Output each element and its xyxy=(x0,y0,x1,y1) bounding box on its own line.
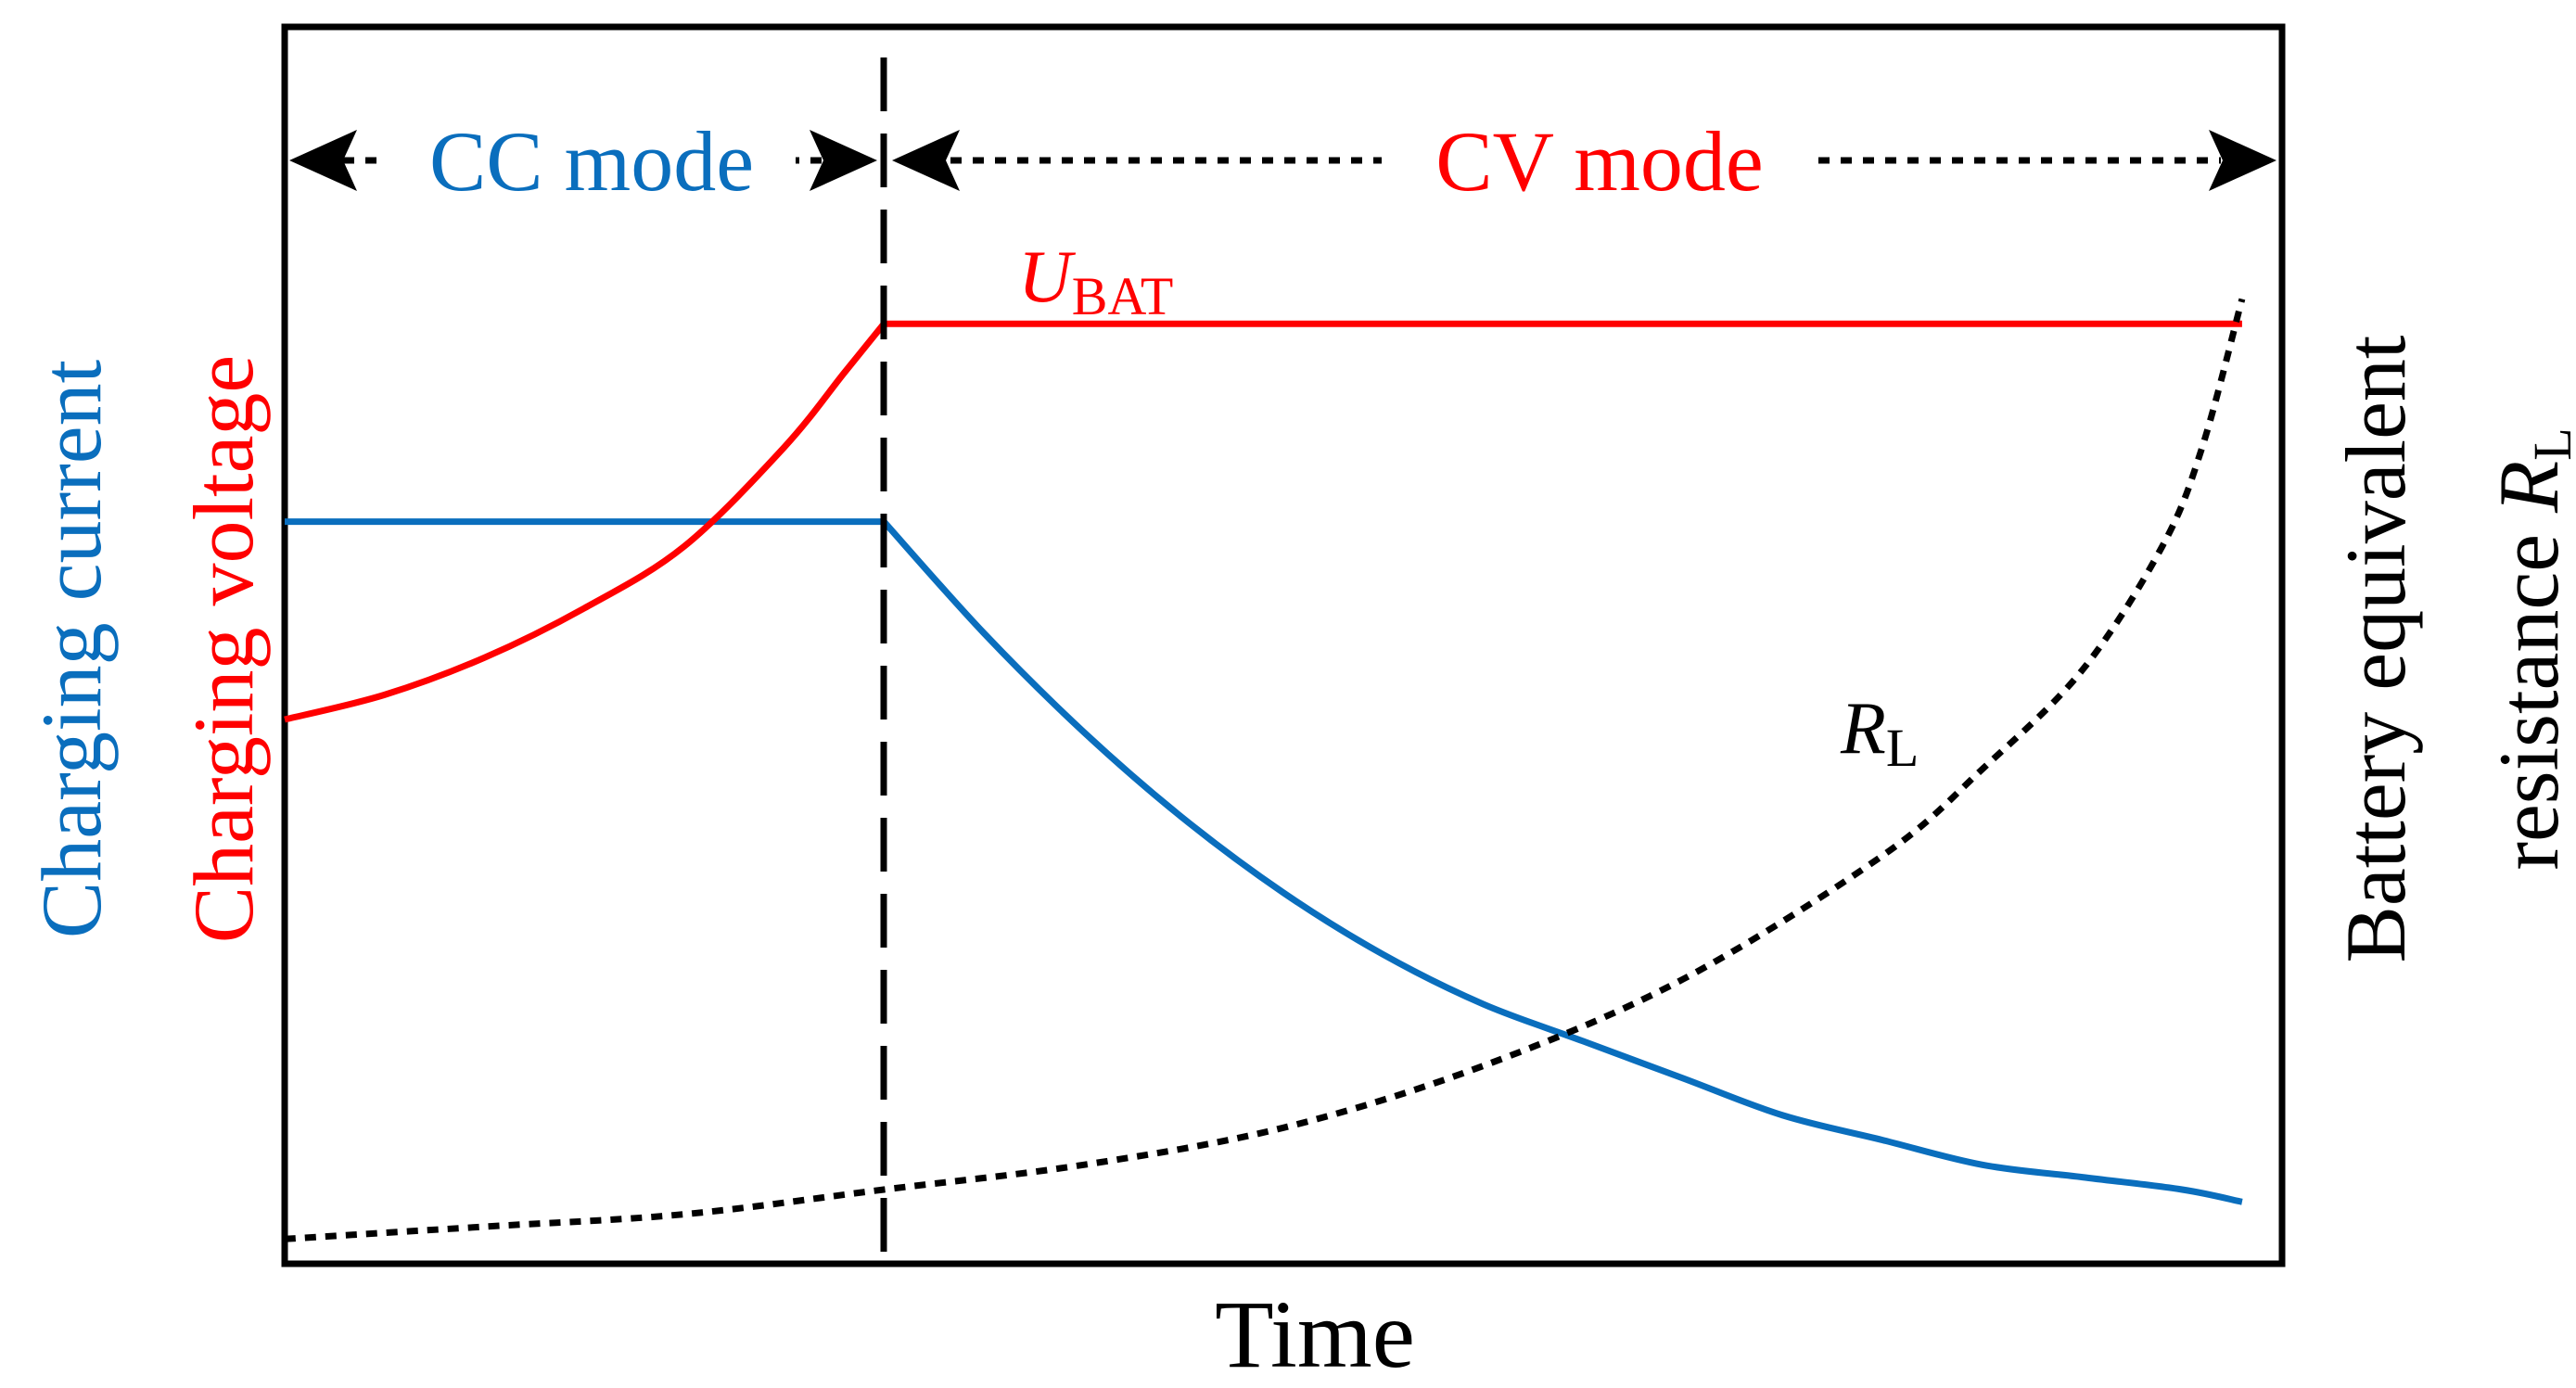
y-axis-label-resistance-line2: resistance RL xyxy=(2481,427,2576,870)
resistance-line xyxy=(284,298,2246,1242)
rl-label: RL xyxy=(1840,688,1919,778)
series-layer xyxy=(284,298,2246,1242)
cv-mode-label-bg xyxy=(1382,109,1817,211)
ubat-label: UBAT xyxy=(1018,236,1173,326)
cv-mode-arrow-right-head xyxy=(2209,130,2276,191)
cc-mode-arrow-right-head xyxy=(810,130,877,191)
y-axis-label-voltage: Charging voltage xyxy=(176,355,271,944)
cc-mode-label: CC mode xyxy=(429,114,754,209)
y-axis-label-resistance-line1: Battery equivalent xyxy=(2328,335,2423,962)
charging-current-line xyxy=(285,518,2243,1205)
y-axis-label-current: Charging current xyxy=(24,359,119,938)
charging-voltage-line xyxy=(284,320,2242,723)
cc-mode-arrow-left-head xyxy=(289,130,357,191)
x-axis-label: Time xyxy=(1215,1281,1415,1388)
cc-mode-label-bg xyxy=(388,109,796,211)
cv-mode-label: CV mode xyxy=(1435,114,1764,209)
plot-frame xyxy=(281,23,2286,1267)
cv-mode-arrow-left-head xyxy=(892,130,960,191)
